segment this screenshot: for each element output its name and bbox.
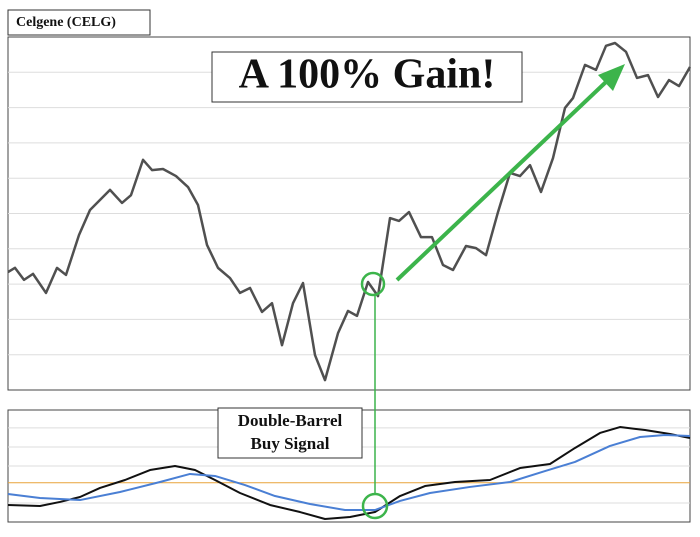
annotation-box bbox=[217, 407, 363, 459]
series-line bbox=[7, 41, 692, 382]
series-line bbox=[7, 426, 691, 520]
gain-arrow bbox=[395, 79, 609, 282]
signal-annotation: Buy Signal bbox=[251, 434, 330, 453]
chart-title: Celgene (CELG) bbox=[16, 15, 116, 30]
annotations bbox=[360, 64, 625, 520]
signal-circle bbox=[360, 271, 386, 297]
series-line bbox=[7, 433, 691, 512]
title-box bbox=[7, 9, 151, 36]
signal-annotation: Double-Barrel bbox=[238, 411, 343, 430]
signal-circle bbox=[361, 492, 389, 520]
arrow-head bbox=[598, 64, 625, 91]
gain-annotation: A 100% Gain! bbox=[239, 52, 496, 98]
annotation-box bbox=[211, 51, 523, 103]
